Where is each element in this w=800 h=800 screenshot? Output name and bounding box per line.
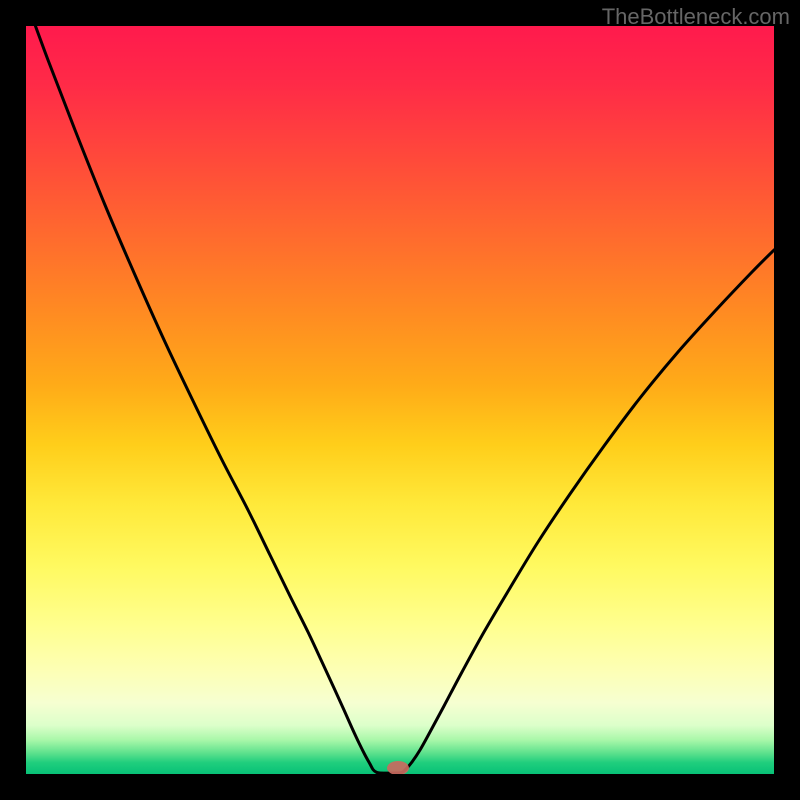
watermark-label: TheBottleneck.com <box>602 4 790 30</box>
plot-background <box>26 26 774 774</box>
bottleneck-chart <box>0 0 800 800</box>
chart-container: TheBottleneck.com <box>0 0 800 800</box>
optimal-point-marker <box>387 761 409 775</box>
